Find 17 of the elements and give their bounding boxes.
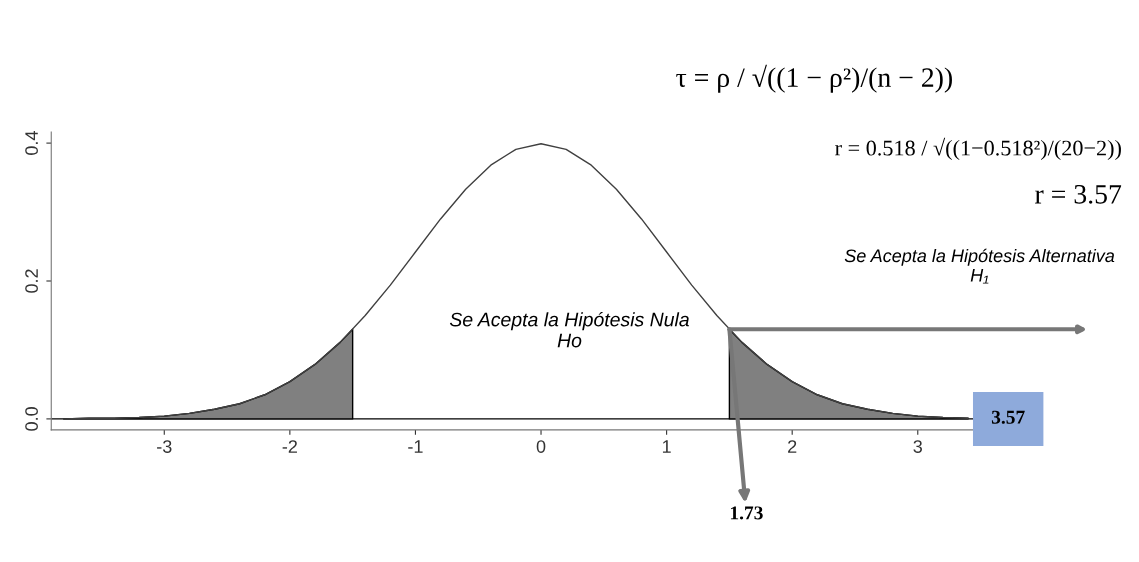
x-tick-label: 3 xyxy=(913,440,922,453)
annotation: 1.73 xyxy=(730,506,763,520)
x-tick-label: 1 xyxy=(662,440,671,453)
text: r = 3.57 xyxy=(1035,184,1122,204)
x-tick-label: -1 xyxy=(408,440,423,453)
x-tick-label: -3 xyxy=(157,440,172,453)
annotation: Se Acepta la Hipótesis Nula Ho xyxy=(449,311,689,348)
annotation: 3.57 xyxy=(991,410,1025,424)
y-tick-label: 0.2 xyxy=(25,269,38,293)
annotation: r = 0.518 / √((1−0.518²)/(20−2)) xyxy=(835,137,1121,161)
x-tick-label: -2 xyxy=(282,440,297,453)
x-tick-label: 2 xyxy=(788,440,797,453)
y-tick-label: 0.4 xyxy=(25,131,38,155)
annotation: Se Acepta la Hipótesis Alternativa H₁ xyxy=(844,248,1115,284)
x-tick-label: 0 xyxy=(536,440,546,453)
text: τ = ρ / √((1 − ρ²)/(n − 2)) xyxy=(676,64,952,93)
y-tick-label: 0.0 xyxy=(25,407,38,431)
